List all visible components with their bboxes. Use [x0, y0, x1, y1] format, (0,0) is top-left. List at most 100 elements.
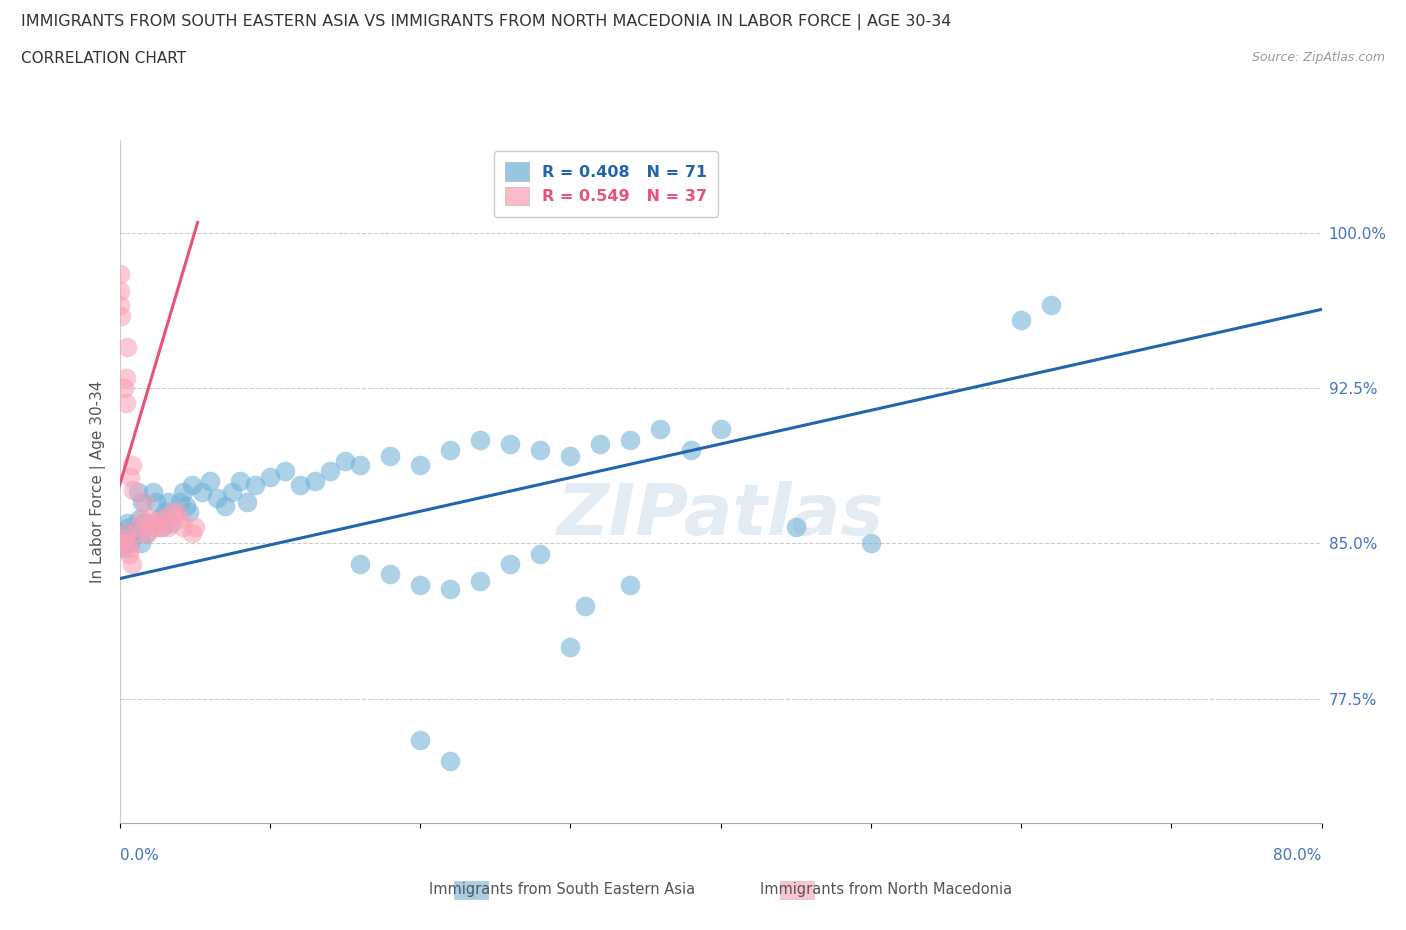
Point [121, 458, 143, 472]
Point [529, 443, 551, 458]
Point [177, 505, 200, 520]
Point [243, 478, 266, 493]
Point [304, 473, 326, 489]
Point [650, 422, 672, 437]
Point [1040, 298, 1063, 312]
Point [166, 505, 188, 520]
Point [122, 482, 145, 497]
Point [132, 515, 155, 530]
Point [112, 380, 135, 395]
Point [349, 458, 371, 472]
Text: 80.0%: 80.0% [1274, 848, 1322, 863]
Point [319, 463, 342, 478]
Point [349, 557, 371, 572]
Point [160, 505, 183, 520]
Point [110, 525, 132, 540]
Point [785, 520, 807, 535]
Point [1010, 312, 1032, 327]
Point [110, 308, 132, 323]
Point [128, 512, 150, 526]
Point [127, 520, 149, 535]
Point [156, 495, 179, 510]
Point [108, 298, 131, 312]
Point [112, 532, 135, 547]
Point [439, 581, 461, 596]
Point [574, 598, 596, 613]
Point [132, 495, 155, 510]
Point [118, 540, 141, 555]
Point [228, 473, 252, 489]
Point [142, 515, 165, 530]
Point [127, 485, 149, 499]
Point [221, 485, 243, 499]
Point [214, 498, 236, 513]
Point [138, 512, 160, 526]
Legend: R = 0.408   N = 71, R = 0.549   N = 37: R = 0.408 N = 71, R = 0.549 N = 37 [494, 151, 718, 217]
Text: Source: ZipAtlas.com: Source: ZipAtlas.com [1251, 51, 1385, 64]
Point [142, 485, 165, 499]
Point [378, 449, 401, 464]
Point [148, 520, 170, 535]
Point [169, 495, 191, 510]
Point [274, 463, 297, 478]
Point [115, 339, 138, 354]
Point [288, 478, 311, 493]
Point [121, 530, 143, 545]
Point [709, 422, 731, 437]
Point [172, 485, 194, 499]
Point [115, 536, 138, 551]
Point [679, 443, 702, 458]
Point [131, 512, 153, 526]
Point [131, 495, 153, 510]
Point [499, 557, 522, 572]
Point [117, 546, 139, 561]
Point [439, 753, 461, 768]
Point [148, 512, 170, 526]
Point [859, 536, 882, 551]
Point [499, 436, 522, 451]
Point [135, 525, 157, 540]
Point [560, 640, 582, 655]
Point [619, 432, 641, 447]
Point [172, 520, 194, 535]
Text: Immigrants from North Macedonia: Immigrants from North Macedonia [759, 882, 1012, 897]
Point [180, 525, 202, 540]
Text: ZIPatlas: ZIPatlas [557, 481, 884, 550]
Point [150, 520, 173, 535]
Point [135, 525, 157, 540]
Point [619, 578, 641, 592]
Point [159, 515, 181, 530]
Point [118, 525, 141, 540]
Point [118, 470, 141, 485]
Point [115, 515, 138, 530]
Point [156, 520, 179, 535]
Point [409, 458, 432, 472]
Point [150, 512, 173, 526]
Point [236, 495, 259, 510]
Point [111, 540, 134, 555]
Point [468, 573, 492, 588]
Point [129, 525, 152, 540]
Point [439, 443, 461, 458]
Point [378, 567, 401, 582]
Text: CORRELATION CHART: CORRELATION CHART [21, 51, 186, 66]
Point [121, 557, 143, 572]
Point [114, 370, 136, 385]
Point [153, 515, 176, 530]
Text: IMMIGRANTS FROM SOUTH EASTERN ASIA VS IMMIGRANTS FROM NORTH MACEDONIA IN LABOR F: IMMIGRANTS FROM SOUTH EASTERN ASIA VS IM… [21, 14, 952, 30]
Point [145, 495, 167, 510]
Point [174, 498, 197, 513]
Point [129, 536, 152, 551]
Point [117, 520, 139, 535]
Point [169, 512, 191, 526]
Point [560, 449, 582, 464]
Point [153, 505, 176, 520]
Point [114, 395, 136, 410]
Point [191, 485, 214, 499]
Point [529, 546, 551, 561]
Point [180, 478, 202, 493]
Point [108, 267, 131, 282]
Point [259, 470, 281, 485]
Point [118, 536, 141, 551]
Point [409, 578, 432, 592]
